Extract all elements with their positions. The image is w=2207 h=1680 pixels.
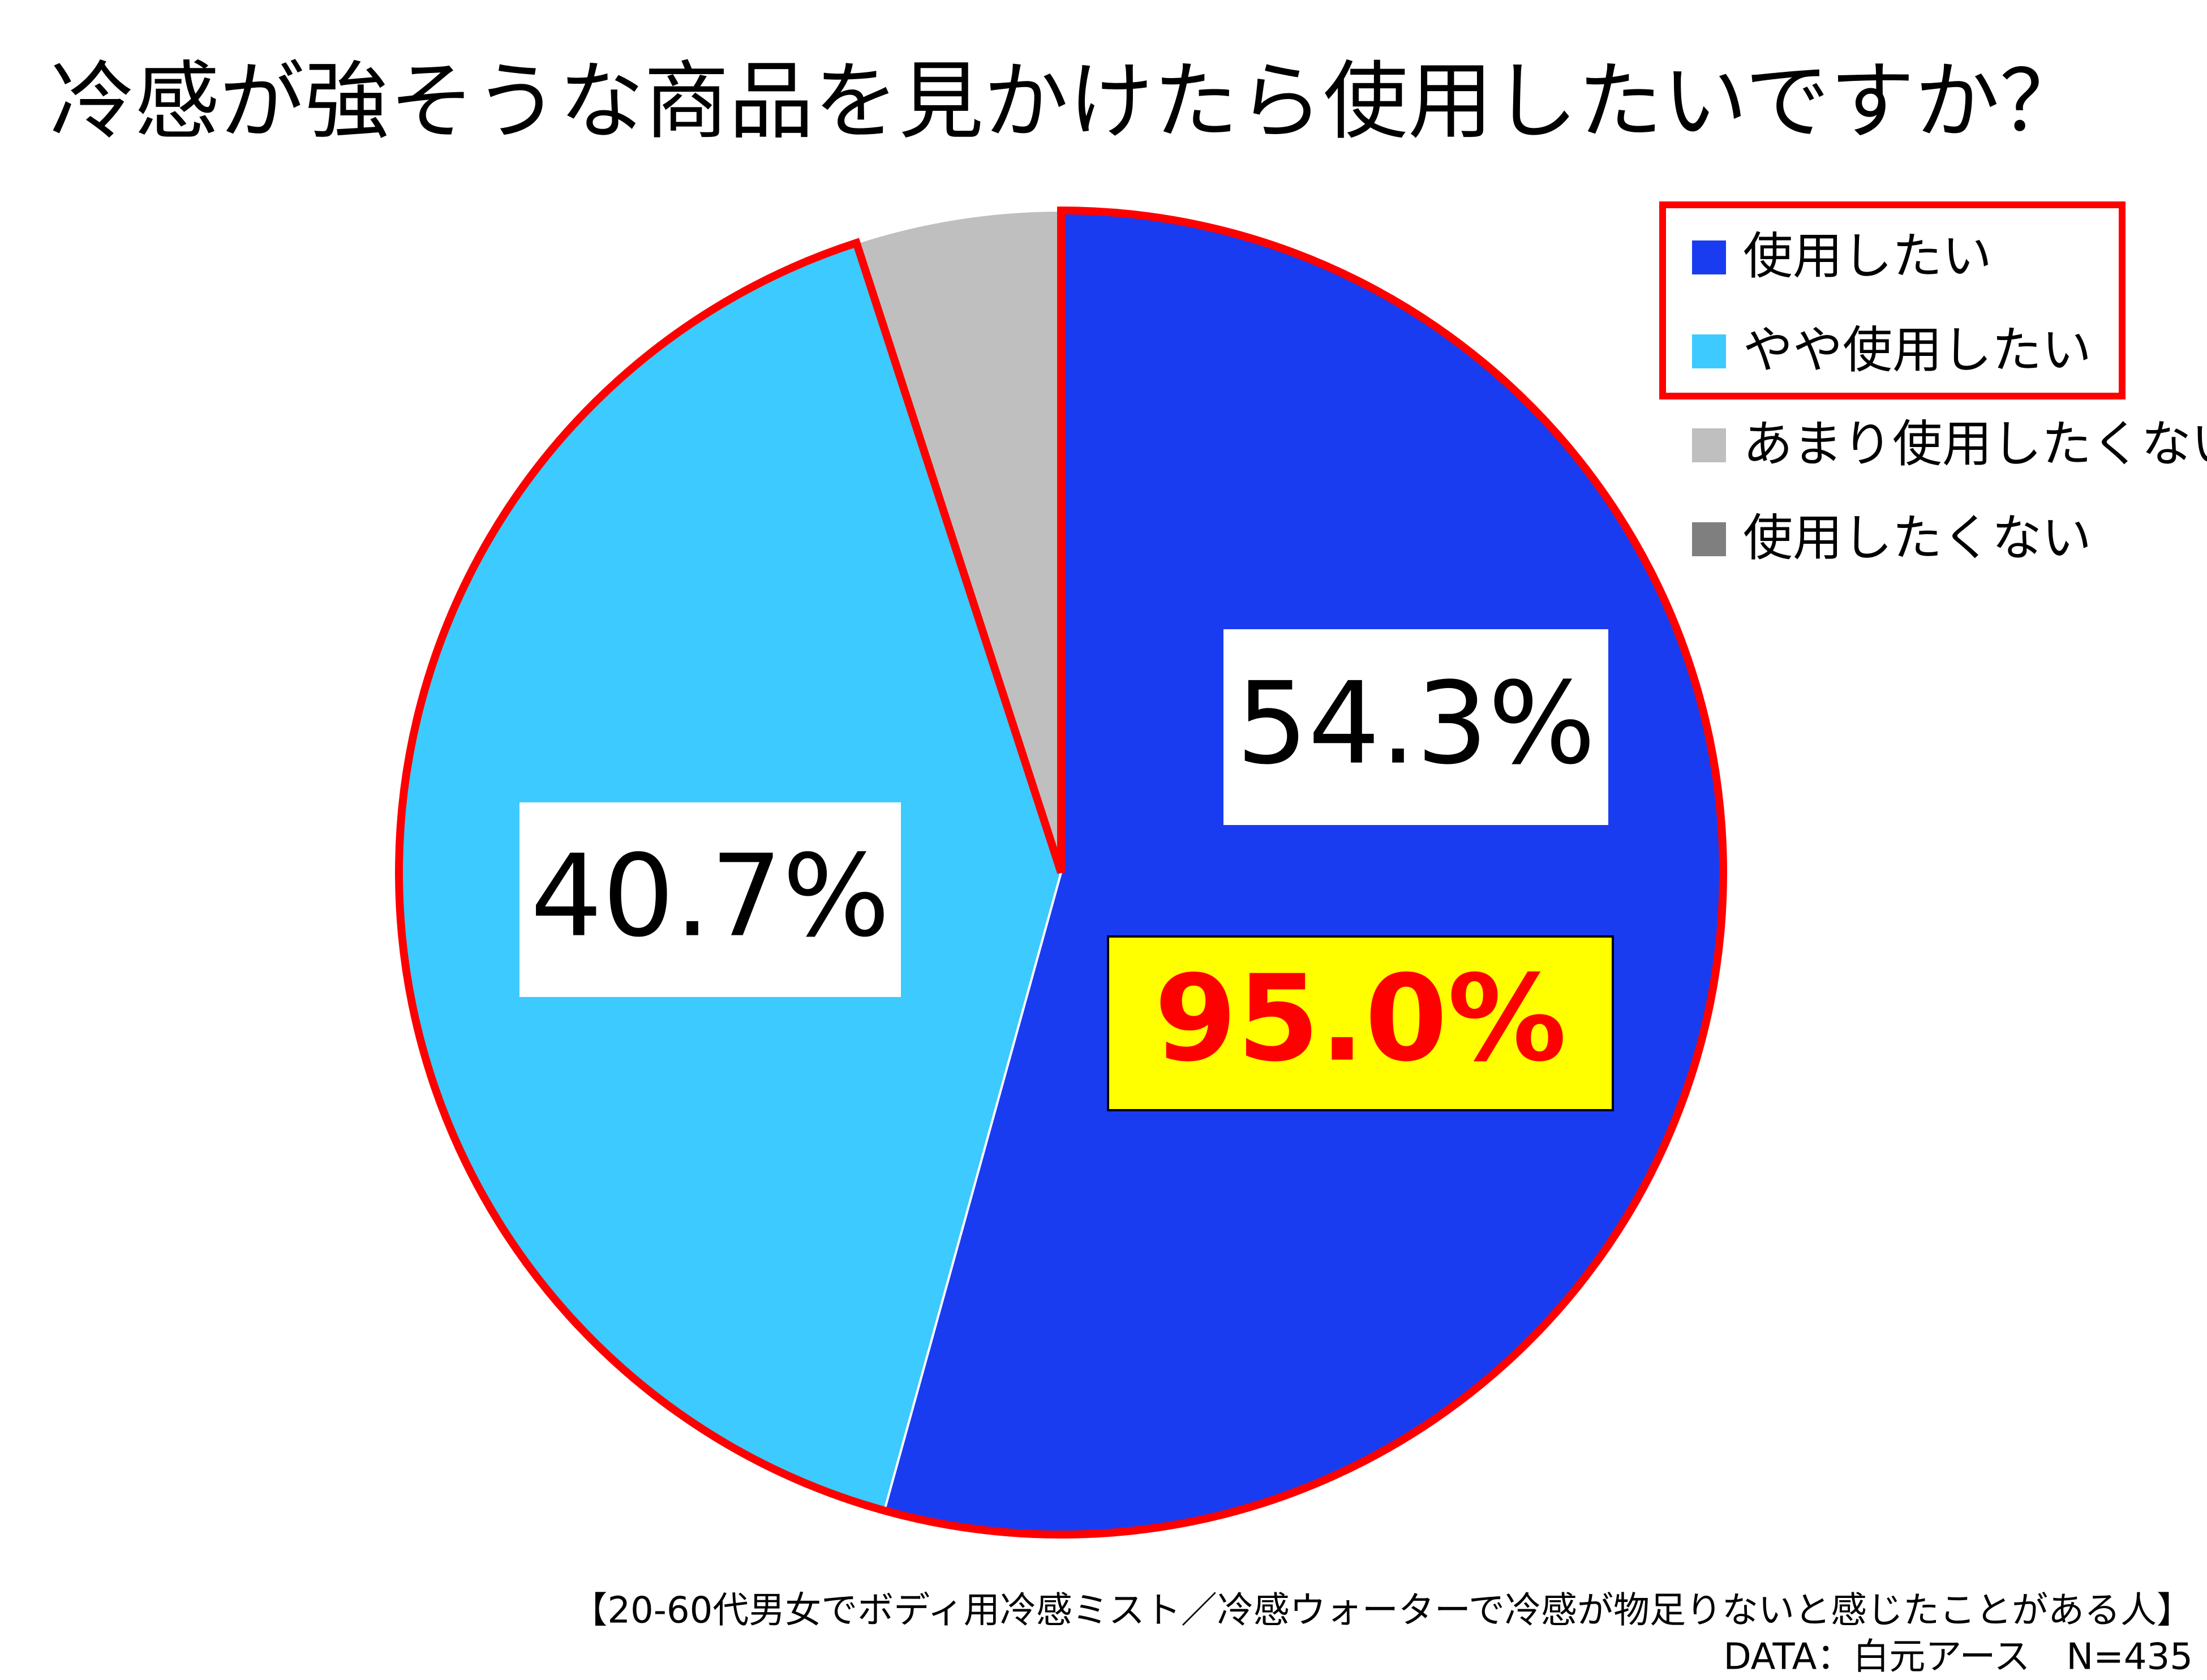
- legend-swatch: [1692, 428, 1726, 462]
- chart-title: 冷感が強そうな商品を見かけたら使用したいですか？: [50, 53, 2085, 151]
- legend-swatch: [1692, 334, 1726, 368]
- legend-swatch: [1692, 522, 1726, 556]
- legend-swatch: [1692, 240, 1726, 274]
- highlight-outline: [395, 206, 1727, 1539]
- legend-label: 使用したい: [1743, 227, 1992, 285]
- footnote: DATA：白元アース N=435: [1724, 1636, 2193, 1678]
- data-label: 54.3%: [1236, 658, 1595, 790]
- data-label: 40.7%: [530, 831, 890, 963]
- footnote: 【20-60代男女でボディ用冷感ミスト／冷感ウォーターで冷感が物足りないと感じた…: [571, 1590, 2193, 1632]
- legend-label: 使用したくない: [1743, 509, 2092, 567]
- annotation: 95.0%: [1154, 949, 1567, 1088]
- annotation-box: [1107, 935, 1614, 1111]
- legend-highlight: [1659, 201, 2126, 399]
- label-box: [1223, 629, 1608, 825]
- legend-label: やや使用したい: [1743, 321, 2092, 379]
- labels: 54.3% 40.7% 95.0%: [519, 629, 1614, 1111]
- label-box: [519, 802, 901, 997]
- legend-label: あまり使用したくない: [1743, 415, 2207, 473]
